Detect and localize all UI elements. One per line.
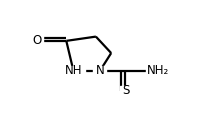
Text: NH₂: NH₂ bbox=[147, 64, 169, 77]
Polygon shape bbox=[62, 66, 85, 75]
Polygon shape bbox=[146, 66, 170, 75]
Polygon shape bbox=[93, 66, 106, 75]
Text: S: S bbox=[122, 84, 129, 97]
Text: N: N bbox=[96, 64, 104, 77]
Text: NH: NH bbox=[65, 64, 82, 77]
Polygon shape bbox=[120, 86, 131, 96]
Text: O: O bbox=[32, 34, 41, 47]
Polygon shape bbox=[31, 36, 43, 46]
